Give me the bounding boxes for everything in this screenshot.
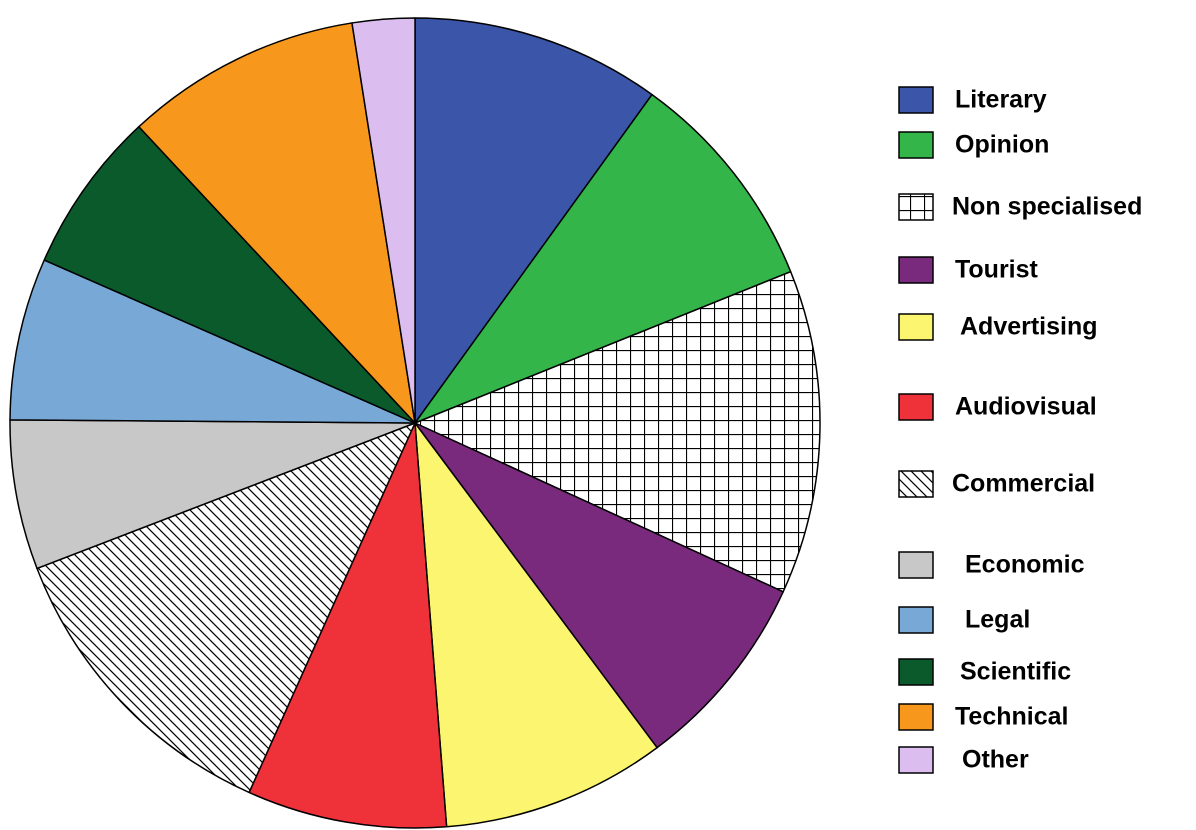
legend-label: Other [962,746,1029,774]
legend-swatch [898,606,934,634]
legend-label: Non specialised [952,193,1142,221]
legend: Literary Opinion Non specialised Tourist Adv… [898,86,1142,774]
pie-slice [414,93,792,424]
pie-slice [414,17,653,424]
legend-label: Legal [965,606,1030,634]
pie-slice [36,422,416,794]
legend-swatch [898,313,934,341]
legend-swatch [898,703,934,731]
pie-slice [138,22,416,424]
legend-label: Opinion [955,131,1049,159]
pie-slice [9,419,416,570]
pie-slice [43,125,416,424]
pie-slice [414,422,784,749]
legend-label: Commercial [952,470,1095,498]
legend-swatch [898,131,934,159]
pie-slice [351,17,416,424]
pie-slice [414,422,658,828]
legend-swatch [898,658,934,686]
pie-slice [414,270,821,593]
legend-swatch [898,86,934,114]
legend-label: Economic [965,551,1085,579]
legend-label: Technical [955,703,1068,731]
legend-label: Tourist [955,256,1039,284]
legend-label: Scientific [960,658,1071,686]
legend-swatch [898,256,934,284]
legend-label: Advertising [960,313,1098,341]
legend-swatch [898,470,934,498]
legend-swatch [898,193,934,221]
legend-label: Literary [955,86,1047,114]
legend-swatch [898,551,934,579]
pie-slice [248,422,448,829]
legend-swatch [898,393,934,421]
legend-swatch [898,746,934,774]
legend-label: Audiovisual [955,393,1097,421]
pie [9,17,821,829]
pie-slice [9,259,416,424]
